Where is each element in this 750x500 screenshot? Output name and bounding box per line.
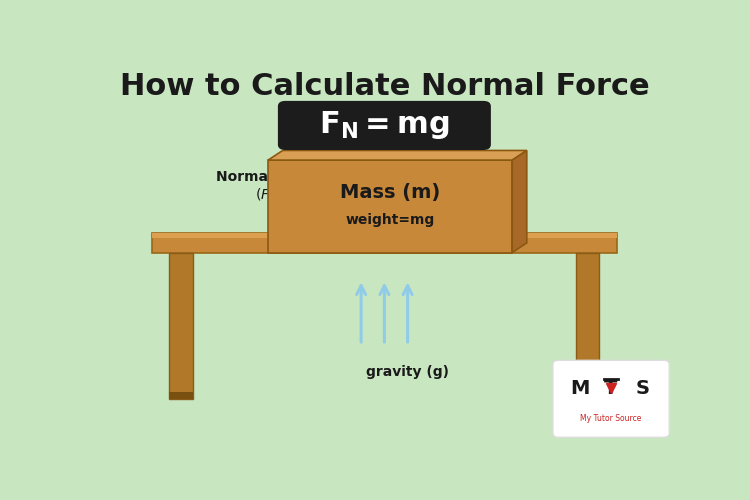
Text: S: S xyxy=(635,379,650,398)
Text: My Tutor Source: My Tutor Source xyxy=(580,414,642,422)
Bar xyxy=(576,252,599,399)
Bar xyxy=(170,392,193,399)
Text: $\mathbf{F_N=mg}$: $\mathbf{F_N=mg}$ xyxy=(320,110,449,142)
Polygon shape xyxy=(268,150,526,160)
Bar xyxy=(268,160,512,252)
Bar xyxy=(152,233,616,252)
FancyBboxPatch shape xyxy=(553,360,669,438)
Text: M: M xyxy=(570,379,590,398)
Text: weight=mg: weight=mg xyxy=(346,213,435,227)
Text: T: T xyxy=(604,379,618,398)
Text: Normal Force
$(F_N)$: Normal Force $(F_N)$ xyxy=(216,170,320,204)
Text: How to Calculate Normal Force: How to Calculate Normal Force xyxy=(119,72,650,102)
FancyBboxPatch shape xyxy=(278,102,490,150)
Text: gravity (g): gravity (g) xyxy=(366,365,449,379)
Bar xyxy=(170,252,193,399)
Polygon shape xyxy=(512,150,526,252)
Bar xyxy=(576,392,599,399)
Bar xyxy=(152,233,616,238)
Text: Mass (m): Mass (m) xyxy=(340,183,440,202)
